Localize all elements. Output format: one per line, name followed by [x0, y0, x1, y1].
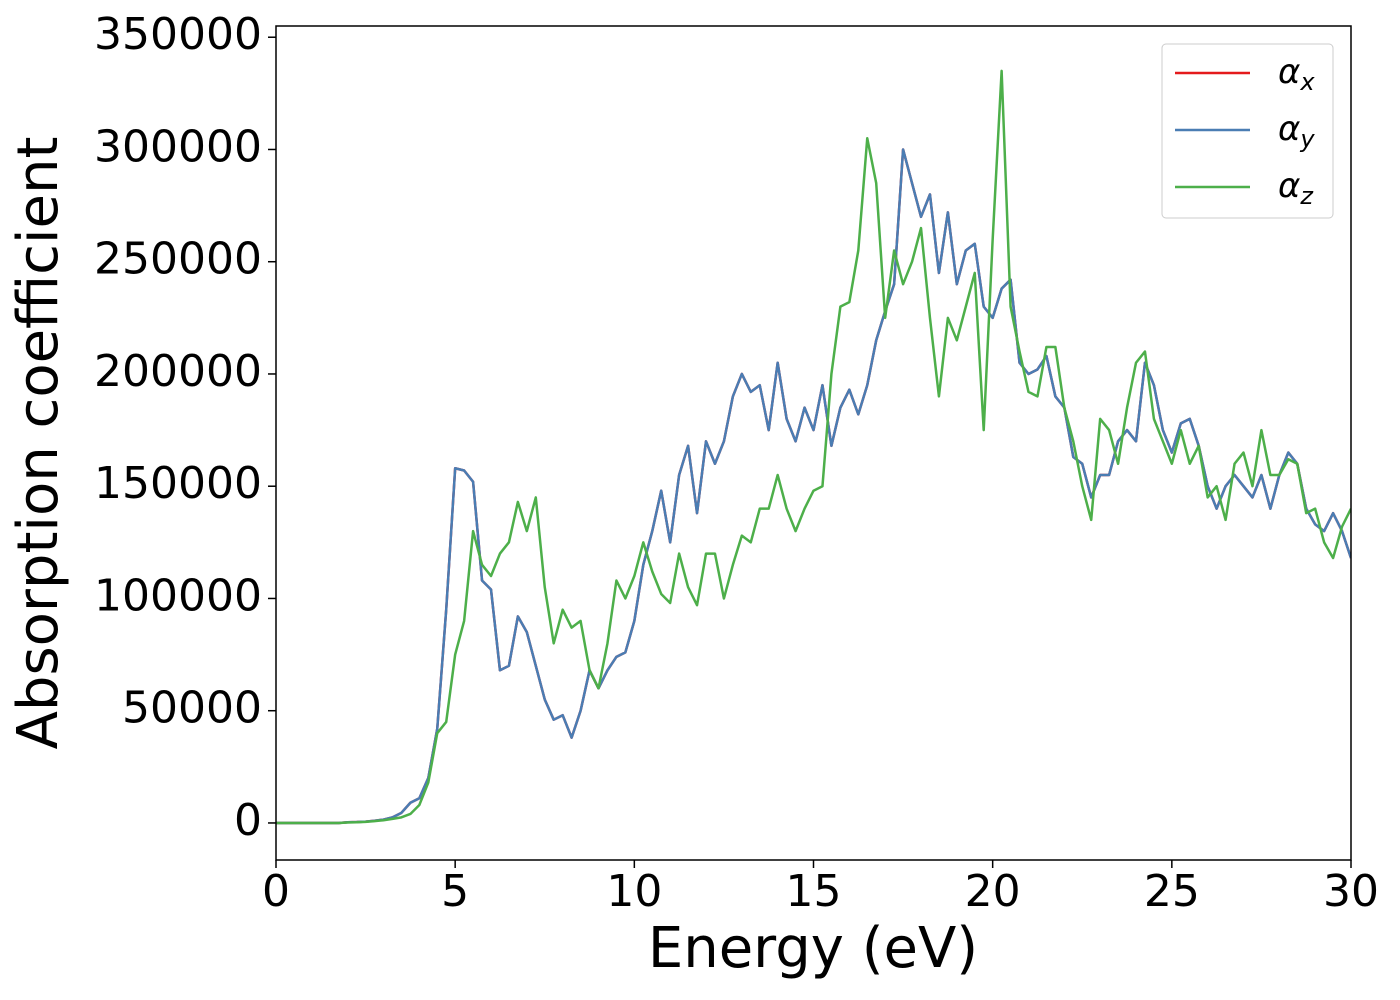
x-tick-label: 20	[965, 866, 1021, 917]
y-tick-label: 350000	[94, 9, 262, 60]
y-tick-label: 50000	[122, 683, 262, 734]
y-tick-label: 200000	[94, 346, 262, 397]
x-axis-label: Energy (eV)	[648, 916, 978, 981]
x-tick-label: 5	[441, 866, 469, 917]
y-axis-label: Absorption coefficient	[6, 137, 71, 750]
x-tick-label: 30	[1323, 866, 1379, 917]
x-tick-label: 15	[786, 866, 842, 917]
y-tick-label: 100000	[94, 570, 262, 621]
y-tick-label: 250000	[94, 234, 262, 285]
series-line	[276, 148, 1351, 825]
y-tick-label: 0	[234, 795, 262, 846]
legend-label: αy	[1278, 109, 1315, 154]
y-tick-label: 150000	[94, 458, 262, 509]
y-tick-label: 300000	[94, 121, 262, 172]
x-tick-label: 10	[606, 866, 662, 917]
x-tick-label: 25	[1144, 866, 1200, 917]
legend-label: αz	[1278, 166, 1314, 211]
plot-frame	[275, 25, 1352, 861]
x-tick-label: 0	[262, 866, 290, 917]
legend-label: αx	[1278, 52, 1315, 97]
series-line	[276, 69, 1351, 825]
